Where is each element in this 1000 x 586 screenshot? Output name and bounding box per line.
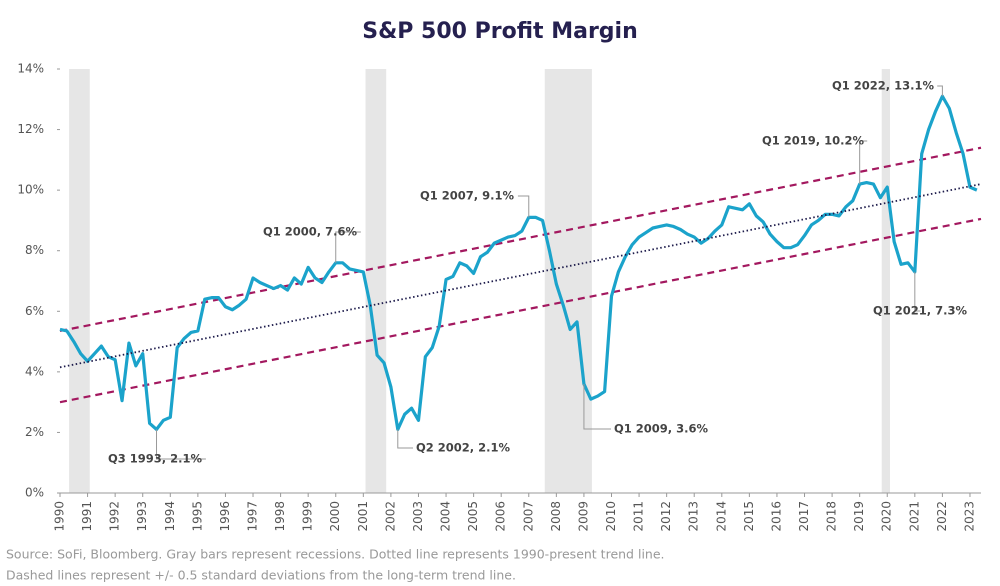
x-tick-label: 2022 <box>935 501 949 532</box>
x-tick-label: 2002 <box>383 501 397 532</box>
annotation-label: Q1 2000, 7.6% <box>263 225 358 239</box>
annotation-leader <box>156 429 206 460</box>
x-tick-label: 1990 <box>53 501 67 532</box>
x-tick-label: 2010 <box>604 501 618 532</box>
x-tick-label: 2009 <box>576 501 590 532</box>
x-tick-label: 2016 <box>769 501 783 532</box>
footnote: Source: SoFi, Bloomberg. Gray bars repre… <box>6 547 665 562</box>
upper-band-line <box>59 146 982 333</box>
x-tick-label: 2004 <box>439 501 453 532</box>
annotation-label: Q1 2009, 3.6% <box>614 422 709 436</box>
x-tick-label: 2017 <box>797 501 811 532</box>
x-tick-label: 2013 <box>687 501 701 532</box>
chart-title: S&P 500 Profit Margin <box>362 19 638 44</box>
recession-bar <box>69 69 90 493</box>
x-tick-label: 2008 <box>549 501 563 532</box>
annotation-leader <box>335 231 361 263</box>
annotation-label: Q2 2002, 2.1% <box>416 441 511 455</box>
x-tick-label: 2020 <box>880 501 894 532</box>
x-tick-label: 2001 <box>356 501 370 532</box>
x-tick-label: 1994 <box>163 501 177 532</box>
x-tick-label: 2015 <box>742 501 756 532</box>
x-tick-label: 1991 <box>80 501 94 532</box>
x-tick-label: 1998 <box>273 501 287 532</box>
y-tick-label: 2% <box>25 425 44 439</box>
y-tick-label: 12% <box>17 122 44 136</box>
y-tick-label: 14% <box>17 62 44 76</box>
annotation-label: Q1 2007, 9.1% <box>420 189 515 203</box>
x-tick-label: 2014 <box>714 501 728 532</box>
x-tick-label: 2012 <box>659 501 673 532</box>
y-tick-label: 4% <box>25 364 44 378</box>
x-tick-label: 1992 <box>108 501 122 532</box>
x-tick-label: 1993 <box>135 501 149 532</box>
y-tick-label: 10% <box>17 183 44 197</box>
footnote: Dashed lines represent +/- 0.5 standard … <box>6 568 516 583</box>
x-tick-label: 2021 <box>907 501 921 532</box>
x-tick-label: 2007 <box>521 501 535 532</box>
x-tick-label: 2003 <box>411 501 425 532</box>
annotation-leader <box>937 85 943 97</box>
annotation-leader <box>914 271 921 312</box>
x-tick-label: 2011 <box>632 501 646 532</box>
trend-line <box>59 183 982 369</box>
annotation-leader <box>517 195 530 218</box>
annotation-label: Q1 2021, 7.3% <box>873 304 968 318</box>
x-tick-label: 1995 <box>190 501 204 532</box>
x-tick-label: 1999 <box>301 501 315 532</box>
annotation-leader <box>397 429 413 449</box>
annotation-label: Q1 2022, 13.1% <box>832 79 935 93</box>
x-tick-label: 1997 <box>246 501 260 532</box>
lower-band-line <box>59 217 982 404</box>
x-tick-label: 2023 <box>962 501 976 532</box>
y-tick-label: 6% <box>25 304 44 318</box>
recession-bar <box>881 69 891 493</box>
y-tick-label: 0% <box>25 486 44 500</box>
y-tick-label: 8% <box>25 243 44 257</box>
x-tick-label: 2019 <box>852 501 866 532</box>
x-tick-label: 2006 <box>494 501 508 532</box>
x-tick-label: 1996 <box>218 501 232 532</box>
annotation-label: Q3 1993, 2.1% <box>108 452 203 466</box>
x-tick-label: 2000 <box>328 501 342 532</box>
recession-bar <box>365 69 387 493</box>
annotation-leader <box>583 383 611 430</box>
x-tick-label: 2018 <box>825 501 839 532</box>
margin-line <box>59 94 978 431</box>
annotation-label: Q1 2019, 10.2% <box>762 134 865 148</box>
x-tick-label: 2005 <box>466 501 480 532</box>
annotation-leader <box>859 140 868 185</box>
